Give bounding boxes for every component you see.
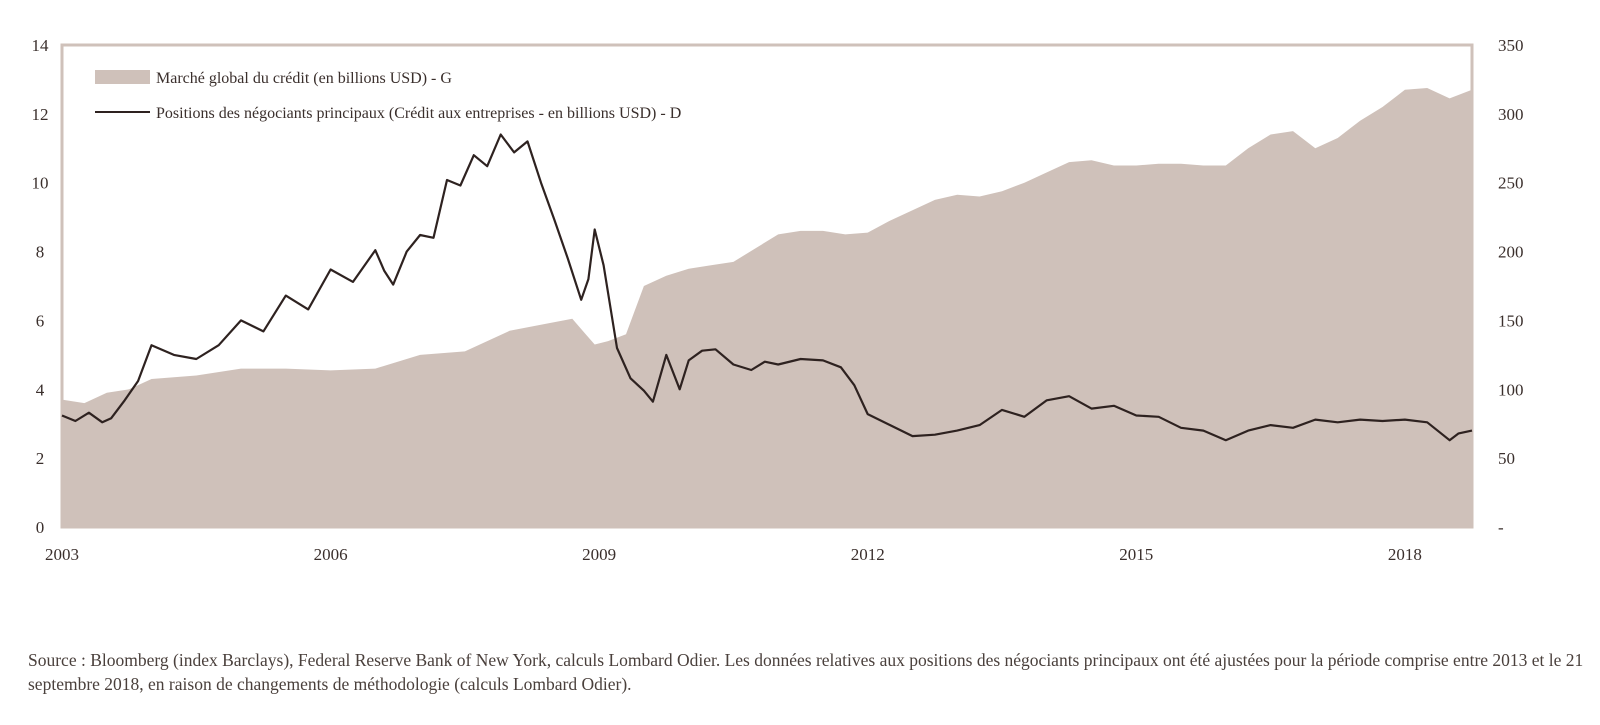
x-tick-label: 2009 — [582, 545, 616, 564]
y-left-tick-label: 14 — [32, 36, 50, 55]
dealer-positions-line — [61, 133, 1473, 442]
y-left-tick-label: 8 — [36, 243, 45, 262]
y-right-tick-label: 300 — [1498, 105, 1524, 124]
legend-area-swatch — [95, 70, 150, 84]
y-right-tick-label: 100 — [1498, 380, 1524, 399]
legend-line-label: Positions des négociants principaux (Cré… — [156, 105, 681, 122]
y-right-tick-label: 200 — [1498, 243, 1524, 262]
y-left-tick-label: 10 — [32, 174, 49, 193]
dual-axis-chart: 0 2 4 6 8 10 12 14 - 50 100 150 200 250 300 350 2003 20… — [32, 36, 1524, 564]
x-tick-label: 2006 — [314, 545, 348, 564]
y-right-tick-label: 250 — [1498, 174, 1524, 193]
x-tick-label: 2015 — [1119, 545, 1153, 564]
y-left-tick-label: 6 — [36, 311, 45, 330]
y-right-tick-label: 150 — [1498, 311, 1524, 330]
legend-area-label: Marché global du crédit (en billions USD… — [156, 70, 452, 87]
x-tick-label: 2012 — [851, 545, 885, 564]
y-left-tick-label: 12 — [32, 105, 49, 124]
credit-market-area — [62, 88, 1472, 527]
x-tick-label: 2003 — [45, 545, 79, 564]
y-right-tick-label: 350 — [1498, 36, 1524, 55]
y-left-tick-label: 4 — [36, 380, 45, 399]
source-note: Source : Bloomberg (index Barclays), Fed… — [28, 650, 1584, 694]
legend: Marché global du crédit (en billions USD… — [95, 70, 681, 122]
x-tick-label: 2018 — [1388, 545, 1422, 564]
y-left-tick-label: 2 — [36, 449, 45, 468]
y-left-tick-label: 0 — [36, 518, 45, 537]
y-right-tick-label: - — [1498, 518, 1504, 537]
y-right-tick-label: 50 — [1498, 449, 1515, 468]
